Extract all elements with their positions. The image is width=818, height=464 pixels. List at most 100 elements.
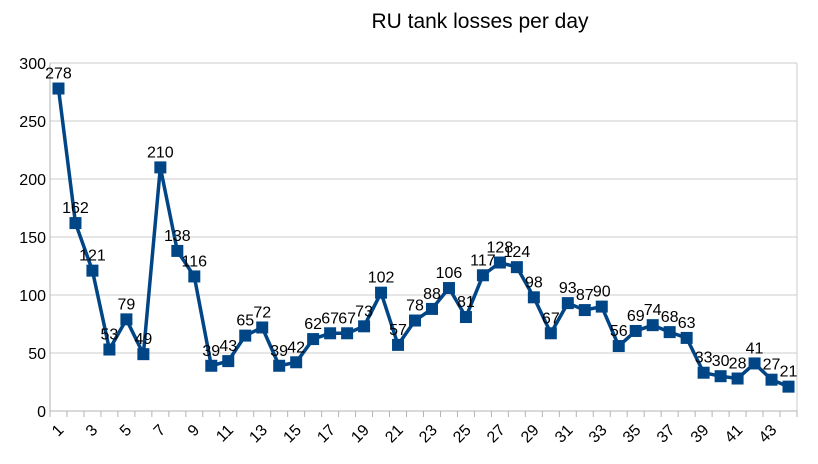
data-point [86, 264, 99, 277]
x-tick-label: 35 [620, 422, 645, 447]
data-point [324, 327, 337, 340]
data-point [188, 270, 201, 283]
x-tick-label: 25 [450, 422, 475, 447]
data-point [52, 82, 65, 95]
data-label: 121 [79, 248, 106, 265]
data-point [358, 320, 371, 333]
data-point [612, 340, 625, 353]
y-tick-label: 200 [19, 172, 46, 189]
x-tick-label: 17 [314, 422, 339, 447]
data-point [154, 161, 167, 174]
data-point [561, 297, 574, 310]
data-point [409, 314, 422, 327]
data-point [222, 355, 235, 368]
x-tick-label: 31 [552, 422, 577, 447]
data-label: 27 [763, 357, 781, 374]
data-label: 67 [542, 310, 560, 327]
data-label: 67 [338, 310, 356, 327]
data-label: 68 [661, 309, 679, 326]
x-tick-label: 23 [416, 422, 441, 447]
data-point [69, 217, 82, 230]
data-label: 43 [219, 338, 237, 355]
data-point [731, 372, 744, 385]
data-point [663, 326, 676, 339]
x-tick-label: 37 [654, 422, 679, 447]
data-point [442, 282, 455, 295]
data-label: 69 [627, 308, 645, 325]
data-point [595, 300, 608, 313]
y-tick-label: 250 [19, 114, 46, 131]
x-tick-label: 13 [246, 422, 271, 447]
data-point [680, 331, 693, 344]
data-label: 90 [593, 284, 611, 301]
y-tick-label: 0 [37, 404, 46, 421]
y-tick-label: 300 [19, 56, 46, 73]
data-label: 39 [202, 343, 220, 360]
data-point [765, 373, 778, 386]
data-point [103, 343, 116, 356]
data-point [714, 370, 727, 383]
data-point [748, 357, 761, 370]
data-point [476, 269, 489, 282]
data-label: 93 [559, 280, 577, 297]
data-point [697, 366, 710, 379]
x-tick-label: 29 [518, 422, 543, 447]
data-point [425, 302, 438, 315]
data-point [256, 321, 269, 334]
data-label: 81 [457, 294, 475, 311]
data-point [205, 359, 218, 372]
x-tick-label: 43 [756, 422, 781, 447]
data-label: 116 [182, 253, 208, 270]
x-tick-label: 21 [382, 422, 407, 447]
data-point [510, 261, 523, 274]
data-label: 62 [304, 316, 322, 333]
data-point [629, 324, 642, 337]
data-label: 138 [164, 228, 191, 245]
data-point [290, 356, 303, 369]
data-label: 72 [253, 304, 271, 321]
data-point [544, 327, 557, 340]
data-point [273, 359, 286, 372]
data-label: 67 [321, 310, 339, 327]
data-label: 30 [712, 353, 730, 370]
data-label: 79 [117, 296, 135, 313]
x-tick-label: 33 [586, 422, 611, 447]
chart-title: RU tank losses per day [371, 10, 589, 33]
data-label: 102 [368, 270, 395, 287]
data-label: 162 [62, 200, 89, 217]
x-tick-label: 9 [185, 422, 203, 440]
x-tick-label: 15 [280, 422, 305, 447]
x-tick-label: 41 [722, 422, 747, 447]
data-label: 87 [576, 287, 594, 304]
x-tick-label: 39 [688, 422, 713, 447]
data-label: 106 [436, 265, 463, 282]
data-label: 278 [45, 66, 72, 83]
data-label: 210 [147, 144, 174, 161]
data-label: 73 [355, 303, 373, 320]
data-point [493, 256, 506, 269]
data-point [375, 286, 388, 299]
data-point [171, 244, 184, 257]
x-tick-label: 19 [348, 422, 373, 447]
y-tick-label: 100 [19, 288, 46, 305]
data-point [782, 380, 795, 393]
data-label: 65 [236, 313, 254, 330]
data-point [578, 304, 591, 317]
data-point [137, 348, 150, 361]
data-point [341, 327, 354, 340]
data-label: 128 [487, 240, 514, 257]
x-tick-label: 1 [49, 422, 67, 440]
data-point [459, 311, 472, 324]
data-point [646, 319, 659, 332]
data-label: 57 [389, 322, 407, 339]
data-point [307, 333, 320, 346]
x-tick-label: 3 [83, 422, 101, 440]
data-point [120, 313, 133, 326]
data-label: 21 [780, 364, 798, 381]
data-label: 78 [406, 298, 424, 315]
y-tick-label: 150 [19, 230, 46, 247]
data-label: 56 [610, 323, 628, 340]
x-tick-label: 5 [117, 422, 135, 440]
x-tick-label: 27 [484, 422, 509, 447]
